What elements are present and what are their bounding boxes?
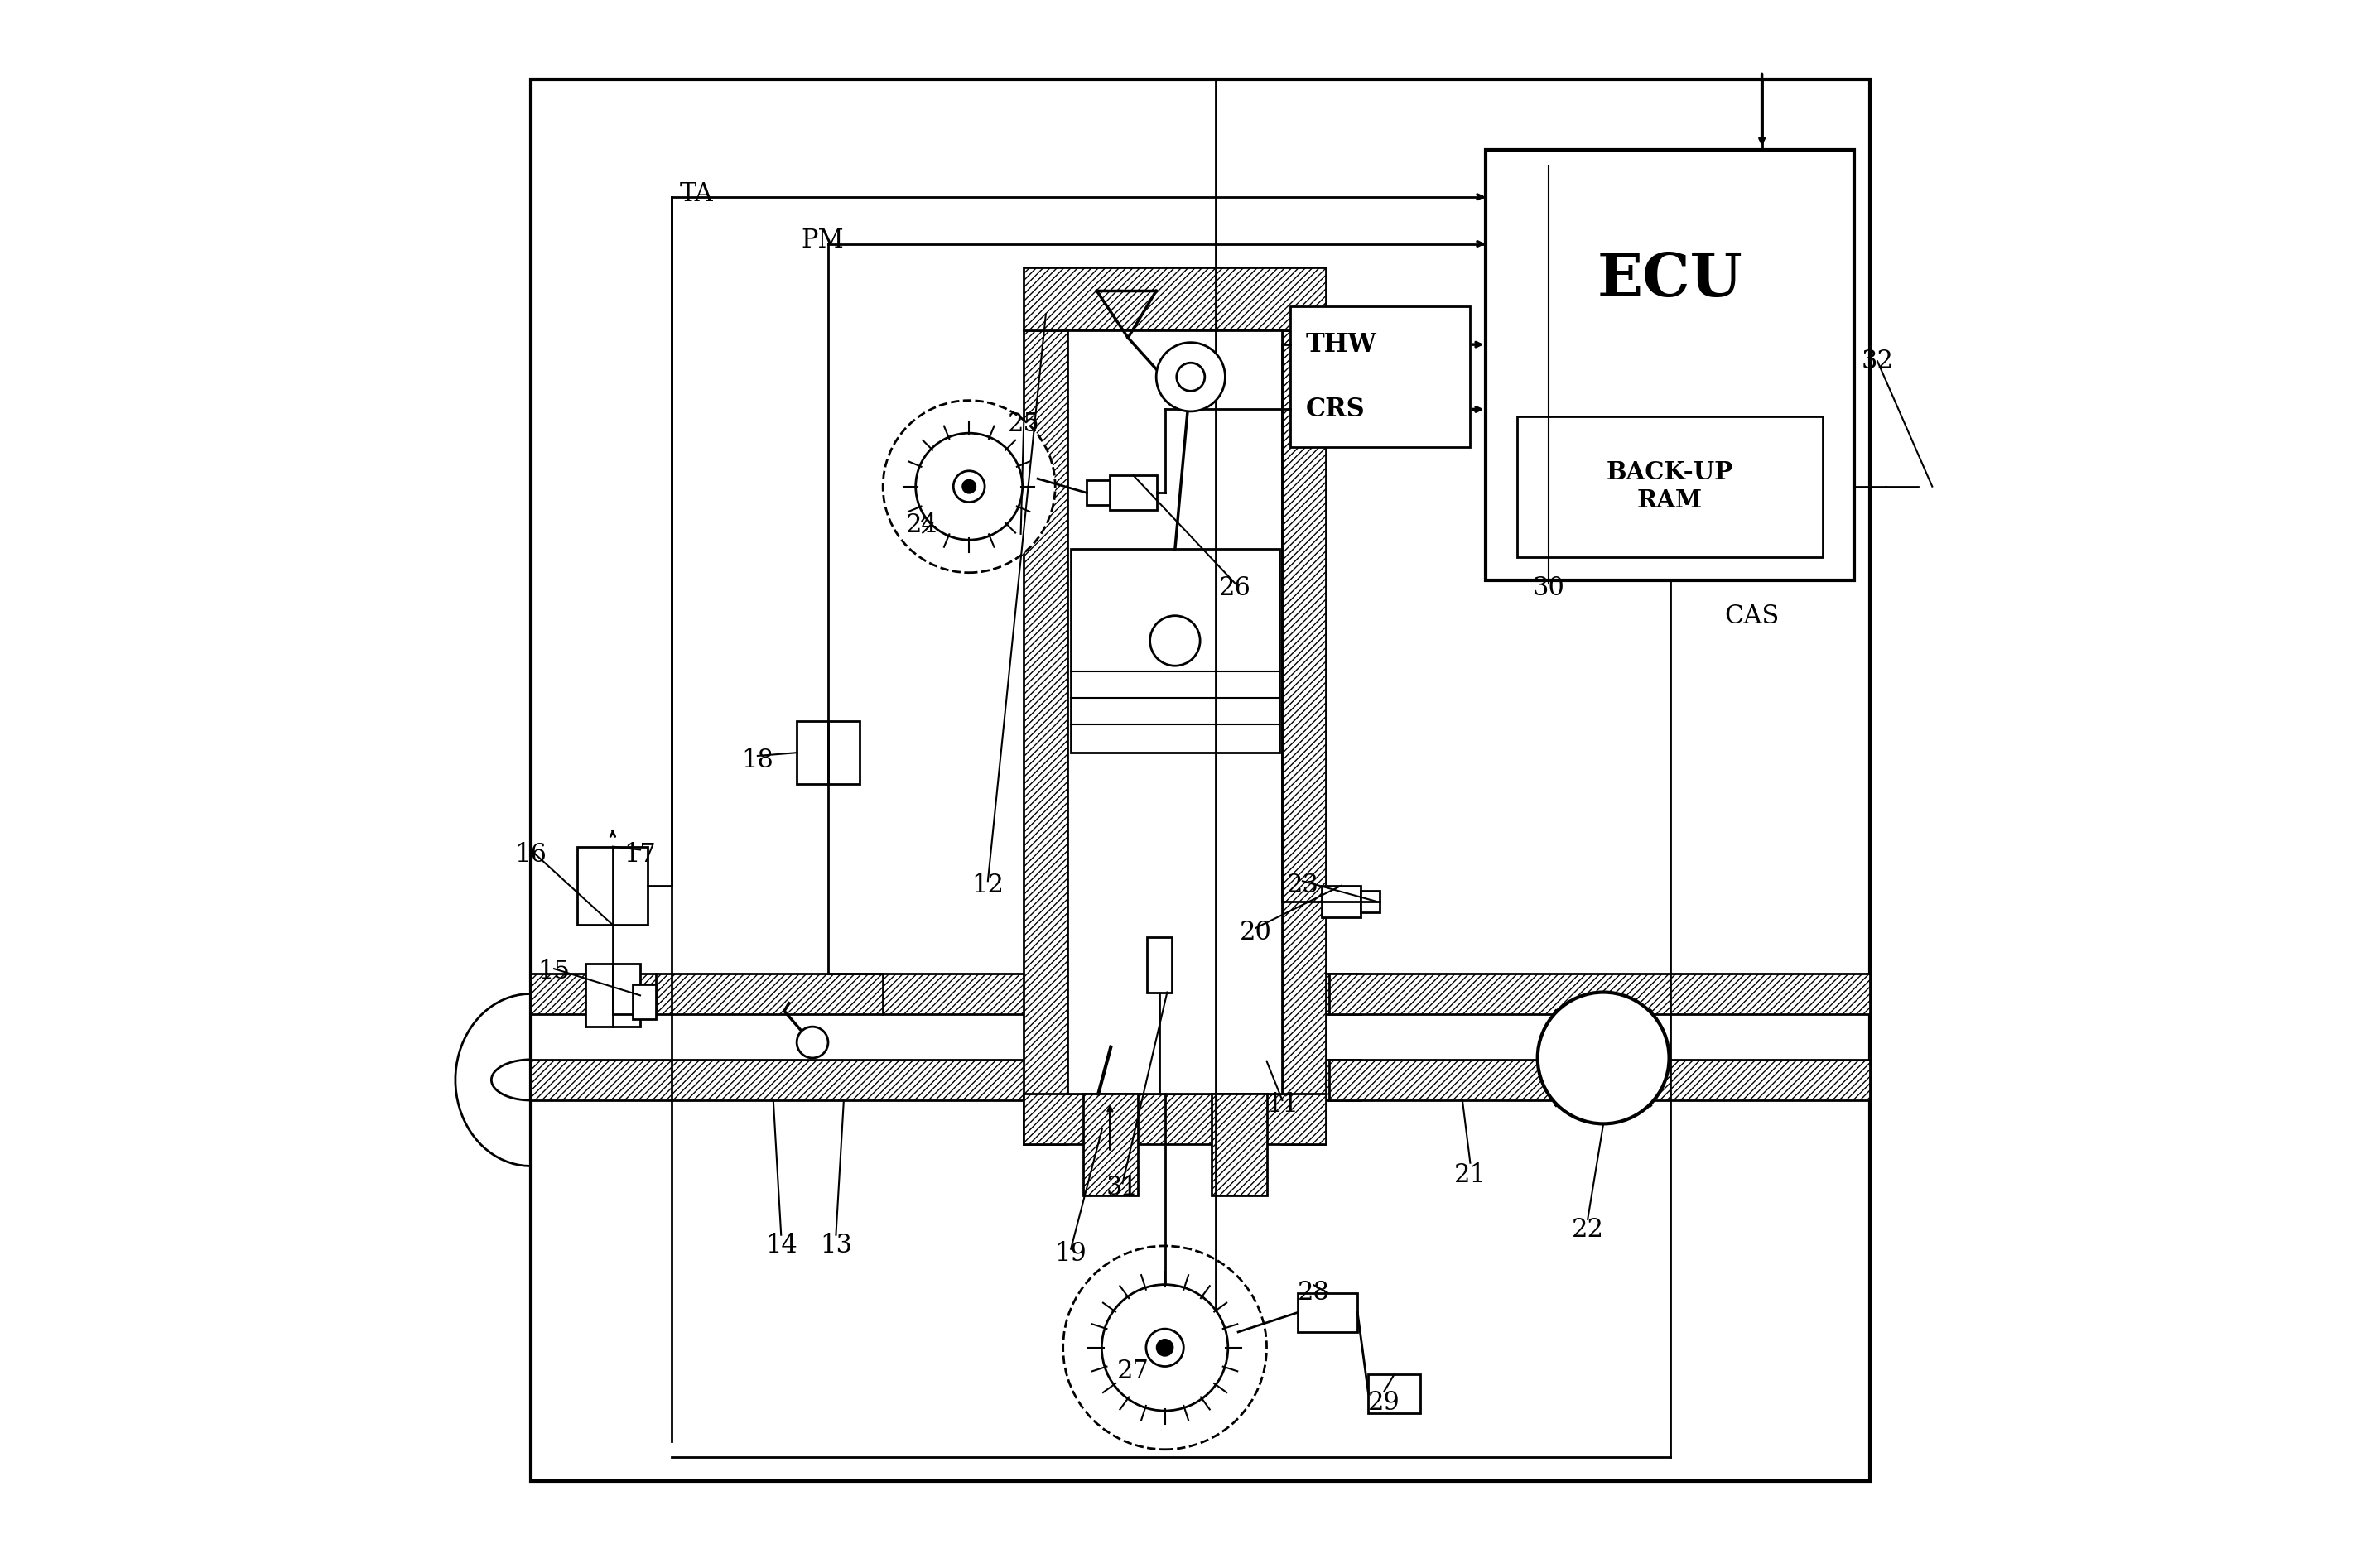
Text: 22: 22 [1572, 1217, 1603, 1243]
Text: 13: 13 [819, 1232, 852, 1259]
Bar [1211, 1094, 1265, 1196]
Circle shape [954, 470, 985, 502]
Text: 31: 31 [1107, 1174, 1138, 1201]
Text: CAS: CAS [1724, 604, 1780, 629]
Bar [1518, 416, 1823, 557]
Bar [1084, 1094, 1138, 1196]
Text: 21: 21 [1454, 1162, 1487, 1189]
Circle shape [1176, 362, 1204, 390]
Text: 23: 23 [1287, 873, 1320, 898]
Text: 28: 28 [1299, 1279, 1329, 1306]
Bar [1147, 938, 1171, 993]
Text: 11: 11 [1265, 1093, 1299, 1118]
Bar [531, 80, 1870, 1480]
Text: THW: THW [1306, 332, 1376, 358]
Bar [1025, 329, 1067, 1145]
Bar [1025, 1094, 1327, 1145]
Circle shape [1537, 993, 1669, 1124]
Bar [1329, 974, 1870, 1014]
Bar [1067, 329, 1282, 1094]
Text: 16: 16 [515, 842, 548, 867]
Circle shape [916, 433, 1022, 539]
Bar [633, 985, 656, 1019]
Text: 12: 12 [973, 873, 1003, 898]
Bar [1485, 151, 1853, 580]
Text: CRS: CRS [1306, 397, 1365, 422]
Text: 30: 30 [1532, 575, 1565, 601]
Text: 29: 29 [1367, 1389, 1400, 1416]
Bar [796, 721, 859, 784]
Bar [586, 964, 640, 1027]
Circle shape [796, 1027, 829, 1058]
Bar [1322, 886, 1360, 917]
Text: 26: 26 [1218, 575, 1251, 601]
Bar [1299, 1294, 1358, 1331]
Bar [1329, 1060, 1870, 1101]
Bar [1072, 549, 1280, 753]
Bar [1110, 475, 1157, 510]
Text: PM: PM [800, 227, 845, 254]
Bar [578, 847, 647, 925]
Text: 17: 17 [623, 842, 656, 867]
Circle shape [1103, 1284, 1228, 1411]
Text: 15: 15 [538, 960, 569, 985]
Text: 32: 32 [1860, 348, 1894, 375]
Text: 24: 24 [907, 513, 937, 538]
Bar [531, 974, 1360, 1014]
Circle shape [1145, 1328, 1183, 1366]
Text: 18: 18 [741, 748, 774, 773]
Circle shape [883, 400, 1055, 572]
Text: 25: 25 [1008, 411, 1041, 437]
Circle shape [1157, 342, 1225, 411]
Text: 20: 20 [1240, 920, 1273, 946]
Bar [531, 1060, 1360, 1101]
Bar [1282, 329, 1327, 1145]
Text: 14: 14 [765, 1232, 798, 1259]
Bar [1360, 891, 1379, 913]
Text: BACK-UP
RAM: BACK-UP RAM [1605, 461, 1733, 513]
Text: 27: 27 [1117, 1358, 1150, 1385]
Text: TA: TA [680, 180, 713, 207]
Circle shape [963, 480, 975, 492]
Bar [1086, 480, 1110, 505]
Text: 19: 19 [1055, 1240, 1086, 1267]
Circle shape [1062, 1247, 1265, 1449]
Text: ECU: ECU [1596, 249, 1742, 309]
Bar [1289, 306, 1471, 447]
Circle shape [1150, 616, 1199, 666]
Bar [1025, 267, 1327, 329]
Circle shape [1157, 1339, 1173, 1355]
Bar [1369, 1374, 1419, 1413]
